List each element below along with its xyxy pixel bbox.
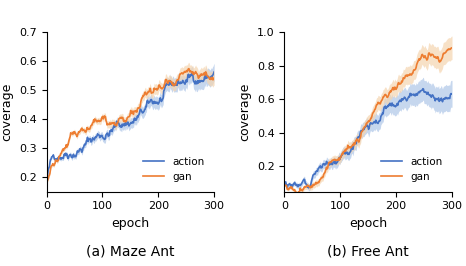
action <box>144 105 149 108</box>
action <box>382 106 388 109</box>
X-axis label: epoch: epoch <box>349 217 387 230</box>
action <box>143 105 149 108</box>
gan <box>281 184 287 187</box>
action <box>146 101 152 104</box>
Text: (b) Free Ant: (b) Free Ant <box>328 244 409 258</box>
action <box>185 75 191 78</box>
gan <box>382 93 388 96</box>
gan <box>185 69 191 72</box>
gan <box>382 94 387 97</box>
action <box>306 186 311 189</box>
gan <box>44 180 50 183</box>
gan <box>44 184 49 187</box>
action <box>435 98 440 101</box>
Legend: action, gan: action, gan <box>139 153 209 186</box>
Text: (a) Maze Ant: (a) Maze Ant <box>86 244 175 258</box>
Y-axis label: coverage: coverage <box>239 82 252 141</box>
Line: gan: gan <box>284 48 452 194</box>
Legend: action, gan: action, gan <box>377 153 447 186</box>
action <box>44 177 50 180</box>
X-axis label: epoch: epoch <box>111 217 150 230</box>
gan <box>434 55 440 59</box>
action <box>424 93 430 96</box>
action <box>44 184 49 187</box>
action <box>420 87 425 90</box>
gan <box>144 93 149 96</box>
Line: action: action <box>284 89 452 188</box>
gan <box>385 96 391 99</box>
action <box>196 81 201 85</box>
gan <box>295 193 301 196</box>
gan <box>282 184 288 187</box>
action <box>282 182 288 185</box>
gan <box>146 90 152 93</box>
Y-axis label: coverage: coverage <box>0 82 14 141</box>
Line: gan: gan <box>47 69 214 186</box>
Line: action: action <box>47 72 214 186</box>
action <box>449 92 455 95</box>
action <box>382 105 387 109</box>
gan <box>196 76 202 79</box>
gan <box>449 46 455 49</box>
action <box>281 184 287 187</box>
action <box>212 70 217 74</box>
gan <box>143 91 149 94</box>
gan <box>186 67 192 70</box>
action <box>385 105 391 108</box>
gan <box>212 76 217 80</box>
gan <box>424 57 429 60</box>
